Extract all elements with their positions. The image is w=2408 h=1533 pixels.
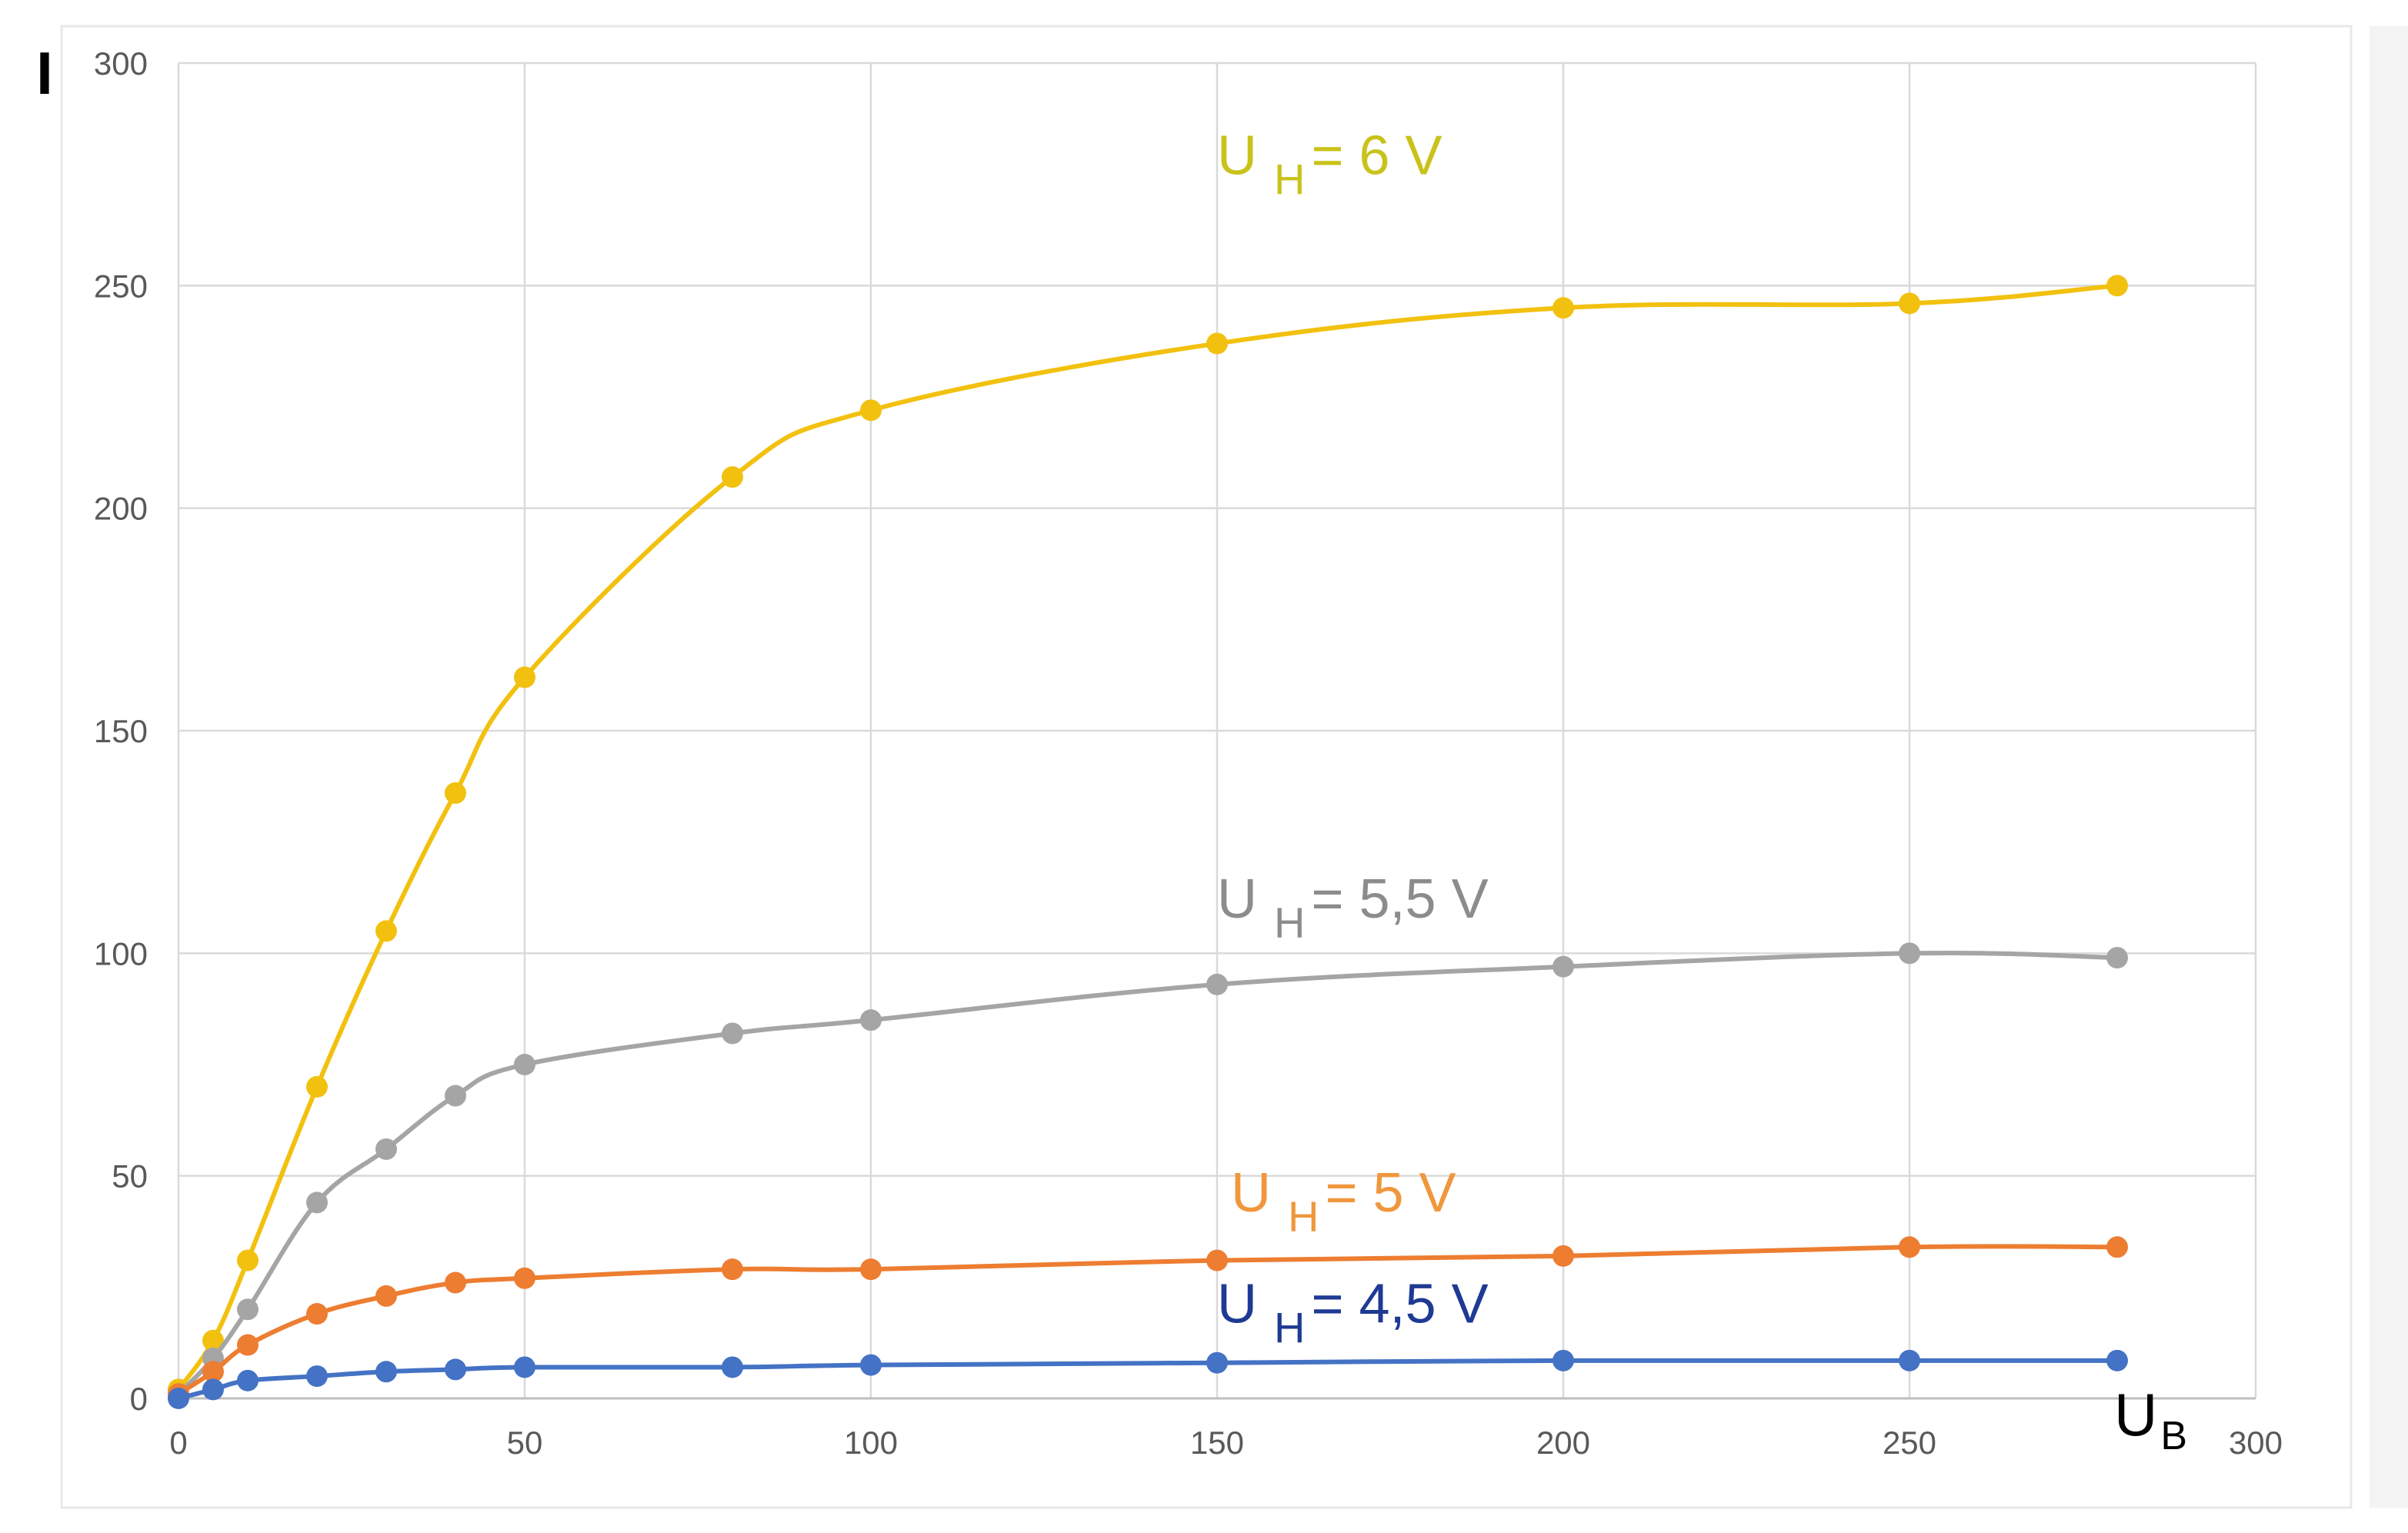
- x-tick-label: 150: [1190, 1425, 1244, 1461]
- series-label-subscript: H: [1274, 898, 1305, 947]
- data-point: [860, 399, 882, 422]
- data-point: [445, 1358, 466, 1381]
- y-tick-label: 100: [94, 935, 148, 971]
- series-0: [168, 275, 2128, 1401]
- data-point: [237, 1298, 258, 1321]
- right-edge-panel: [2370, 26, 2408, 1508]
- data-point: [237, 1369, 258, 1391]
- series-label-rest: = 5,5 V: [1311, 868, 1488, 930]
- data-point: [1553, 1245, 1574, 1267]
- x-tick-label: 50: [507, 1425, 543, 1461]
- series-label: U H = 5 V: [1231, 1162, 1456, 1241]
- x-axis-title-main: U: [2114, 1381, 2157, 1448]
- series-label-main: U: [1231, 1162, 1271, 1224]
- data-point: [306, 1191, 328, 1214]
- data-point: [2106, 1236, 2128, 1258]
- x-tick-label: 250: [1883, 1425, 1936, 1461]
- data-point: [1899, 942, 1920, 965]
- series-label-main: U: [1217, 1274, 1257, 1335]
- series-line: [176, 283, 2120, 1392]
- series-labels: U H = 6 VU H = 5,5 VU H = 5 VU H = 4,5 V: [1217, 125, 1489, 1352]
- data-point: [306, 1075, 328, 1098]
- data-point: [514, 666, 535, 688]
- x-tick-label: 200: [1536, 1425, 1590, 1461]
- data-point: [375, 1138, 397, 1160]
- data-point: [445, 1085, 466, 1107]
- y-tick-label: 300: [94, 45, 148, 82]
- x-axis-title: UB: [2114, 1381, 2187, 1458]
- y-axis-title: I: [36, 39, 53, 107]
- series-label-subscript: H: [1274, 1304, 1305, 1352]
- data-point: [168, 1388, 189, 1409]
- series-label-subscript: H: [1288, 1192, 1319, 1241]
- data-point: [860, 1354, 882, 1376]
- data-point: [1553, 1349, 1574, 1371]
- series-group: [168, 275, 2128, 1409]
- data-point: [202, 1329, 224, 1351]
- data-point: [375, 920, 397, 942]
- data-point: [445, 782, 466, 805]
- series-3: [168, 1349, 2128, 1409]
- data-point: [1206, 973, 1228, 995]
- series-label-rest: = 4,5 V: [1311, 1274, 1488, 1335]
- data-point: [2106, 275, 2128, 297]
- data-point: [202, 1361, 224, 1383]
- series-label: U H = 5,5 V: [1217, 868, 1489, 947]
- data-point: [1553, 297, 1574, 319]
- data-point: [722, 466, 743, 488]
- grid: [177, 62, 2257, 1400]
- data-point: [1553, 955, 1574, 978]
- data-point: [306, 1303, 328, 1325]
- data-point: [202, 1378, 224, 1401]
- series-label: U H = 6 V: [1217, 125, 1442, 204]
- data-point: [375, 1361, 397, 1383]
- data-point: [722, 1356, 743, 1378]
- y-tick-label: 200: [94, 491, 148, 527]
- series-label-main: U: [1217, 125, 1257, 187]
- y-tick-label: 0: [130, 1381, 148, 1417]
- data-point: [514, 1356, 535, 1378]
- series-label-rest: = 6 V: [1311, 125, 1442, 187]
- data-point: [1899, 292, 1920, 315]
- data-point: [860, 1009, 882, 1031]
- data-point: [1899, 1236, 1920, 1258]
- series-label-rest: = 5 V: [1325, 1162, 1456, 1224]
- series-label: U H = 4,5 V: [1217, 1274, 1489, 1352]
- series-line: [176, 950, 2120, 1397]
- x-axis-title-subscript: B: [2160, 1414, 2187, 1458]
- data-point: [1206, 1351, 1228, 1374]
- chart-frame: [60, 25, 2353, 1509]
- series-label-main: U: [1217, 868, 1257, 930]
- data-point: [237, 1249, 258, 1271]
- x-tick-label: 300: [2229, 1425, 2283, 1461]
- data-point: [2106, 1349, 2128, 1371]
- y-tick-label: 50: [112, 1158, 148, 1195]
- x-tick-label: 0: [169, 1425, 187, 1461]
- data-point: [306, 1365, 328, 1388]
- data-point: [722, 1022, 743, 1045]
- data-point: [237, 1334, 258, 1356]
- data-point: [514, 1267, 535, 1289]
- data-point: [375, 1285, 397, 1307]
- series-label-subscript: H: [1274, 155, 1305, 204]
- series-1: [168, 942, 2128, 1405]
- data-point: [722, 1258, 743, 1281]
- x-tick-label: 100: [844, 1425, 898, 1461]
- data-point: [2106, 947, 2128, 969]
- y-tick-label: 150: [94, 713, 148, 749]
- data-point: [860, 1258, 882, 1281]
- data-point: [514, 1054, 535, 1075]
- data-point: [1206, 332, 1228, 355]
- data-point: [1206, 1249, 1228, 1271]
- data-point: [1899, 1349, 1920, 1371]
- data-point: [445, 1271, 466, 1294]
- y-tick-label: 250: [94, 268, 148, 304]
